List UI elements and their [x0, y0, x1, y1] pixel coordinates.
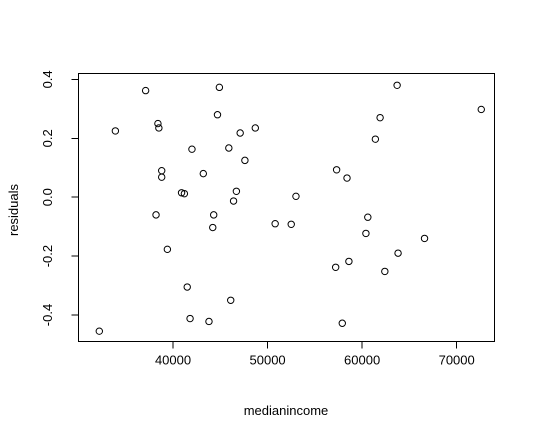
data-point-35	[362, 229, 370, 238]
y-tick-label-2: 0.0	[40, 188, 55, 206]
x-axis-title: medianincome	[244, 403, 329, 418]
data-point-28	[287, 220, 295, 228]
data-point-36	[364, 213, 372, 221]
data-point-38	[376, 113, 384, 122]
data-point-2	[141, 86, 150, 95]
data-point-14	[199, 169, 208, 178]
y-tick-label-1: -0.2	[40, 245, 55, 267]
data-point-27	[271, 219, 279, 228]
data-point-41	[394, 249, 402, 257]
data-point-7	[158, 173, 166, 181]
data-point-42	[420, 234, 429, 243]
data-point-1	[111, 127, 120, 135]
data-point-30	[331, 263, 340, 271]
data-point-31	[332, 166, 341, 174]
data-point-12	[186, 314, 194, 323]
data-point-10	[180, 189, 189, 198]
data-point-13	[188, 145, 196, 153]
data-point-34	[345, 257, 353, 266]
data-point-11	[183, 283, 191, 291]
data-point-24	[236, 129, 244, 137]
x-tick-label-3: 70000	[439, 353, 475, 368]
data-point-32	[338, 319, 346, 327]
y-axis-title: residuals	[6, 183, 21, 236]
data-point-33	[343, 174, 351, 182]
x-tick-label-0: 40000	[155, 353, 191, 368]
x-tick-label-1: 50000	[250, 353, 286, 368]
data-point-23	[232, 187, 241, 196]
plot-frame	[78, 73, 495, 342]
data-point-22	[229, 197, 238, 205]
data-point-6	[158, 166, 166, 175]
data-point-16	[209, 223, 217, 232]
y-tick-label-3: 0.2	[40, 129, 55, 147]
data-point-37	[371, 135, 380, 143]
data-point-17	[210, 211, 218, 219]
x-tick-label-2: 60000	[344, 353, 380, 368]
data-point-0	[95, 327, 104, 335]
data-point-39	[381, 267, 389, 276]
data-point-3	[152, 211, 160, 219]
x-axis: 40000 50000 60000 70000	[155, 341, 475, 368]
data-point-21	[227, 296, 235, 304]
data-point-29	[292, 192, 300, 201]
y-tick-label-4: 0.4	[40, 70, 55, 88]
data-point-20	[225, 144, 233, 152]
data-point-4	[154, 119, 162, 128]
data-point-43	[477, 105, 485, 114]
data-point-15	[205, 317, 213, 326]
data-point-5	[155, 124, 163, 132]
scatter-points	[95, 81, 485, 335]
data-point-26	[251, 124, 260, 132]
data-point-8	[163, 245, 172, 254]
y-tick-label-0: -0.4	[40, 304, 55, 326]
y-axis: -0.4 -0.2 0.0 0.2 0.4	[40, 70, 79, 326]
data-point-25	[241, 156, 249, 165]
data-point-19	[215, 83, 224, 92]
data-point-18	[213, 111, 222, 119]
data-point-40	[393, 81, 401, 89]
